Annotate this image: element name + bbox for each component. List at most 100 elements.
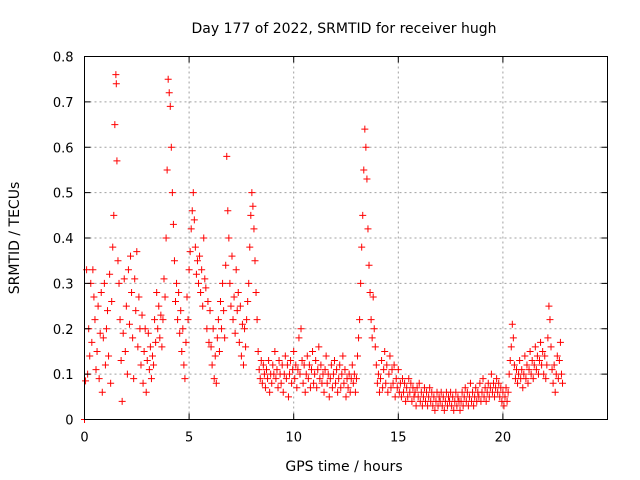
data-point [551,388,559,396]
data-point [269,361,277,369]
data-point [357,279,365,287]
data-point [283,361,291,369]
data-point [242,343,250,351]
data-point [108,298,116,306]
data-point [292,361,300,369]
data-point [342,393,350,401]
data-point [470,402,478,410]
data-point [298,357,306,365]
data-point [303,352,311,360]
data-point [361,125,369,133]
data-point [382,379,390,387]
data-point [235,338,243,346]
data-point [168,189,176,197]
data-point [94,302,102,310]
data-point [340,379,348,387]
data-point [404,393,412,401]
data-point [104,307,112,315]
data-point [131,275,139,283]
data-point [317,361,325,369]
data-point [97,288,105,296]
data-point [521,352,529,360]
data-point [270,370,278,378]
data-point [185,266,193,274]
data-point [314,366,322,374]
data-point [98,388,106,396]
data-point [204,298,212,306]
data-point [146,343,154,351]
data-point [543,361,551,369]
data-point [156,334,164,342]
data-point [138,311,146,319]
data-point [415,379,423,387]
data-point [120,275,128,283]
data-point [159,316,167,324]
data-point [355,334,363,342]
data-point [119,329,127,337]
data-point [400,388,408,396]
data-point [334,388,342,396]
data-point [516,357,524,365]
data-point [407,379,415,387]
data-point [141,325,149,333]
data-point [139,379,147,387]
data-point [241,325,249,333]
data-point [294,366,302,374]
data-point [349,379,357,387]
data-point [454,393,462,401]
data-point [211,352,219,360]
data-point [112,80,120,88]
data-point [554,375,562,383]
data-point [539,347,547,355]
y-tick-label: 0.8 [53,51,74,66]
data-point [198,266,206,274]
data-point [96,329,104,337]
data-point [261,384,269,392]
data-point [413,384,421,392]
data-point [359,211,367,219]
data-point [282,375,290,383]
data-point [196,252,204,260]
data-point [362,143,370,151]
data-point [509,334,517,342]
data-point [386,352,394,360]
data-point [216,298,224,306]
data-point [306,384,314,392]
data-point [296,370,304,378]
data-point [393,384,401,392]
data-point [284,393,292,401]
data-point [190,216,198,224]
data-point [113,157,121,165]
data-point [466,379,474,387]
data-point [246,243,254,251]
data-point [148,352,156,360]
data-point [111,121,119,129]
data-point [206,307,214,315]
data-point [339,352,347,360]
data-point [265,357,273,365]
grid-layer [84,56,608,420]
data-point [307,366,315,374]
data-point [231,329,239,337]
data-point [337,384,345,392]
data-point [547,343,555,351]
data-point [112,71,120,79]
data-point [372,361,380,369]
data-point [503,397,511,405]
data-point [161,293,169,301]
data-point [140,347,148,355]
data-point [90,293,98,301]
data-point [170,257,178,265]
y-axis-label: SRMTID / TECUs [7,182,23,295]
data-point [411,388,419,396]
data-point [118,397,126,405]
tick-labels-layer: 0 0.1 0.2 0.3 0.4 0.5 0.6 0.7 0.8 0 5 10 15 20 [53,51,511,446]
data-point [223,152,231,160]
data-point [127,252,135,260]
data-point [213,334,221,342]
data-point [328,384,336,392]
data-point [173,279,181,287]
data-point [352,375,360,383]
data-point [219,279,227,287]
data-point [210,375,218,383]
